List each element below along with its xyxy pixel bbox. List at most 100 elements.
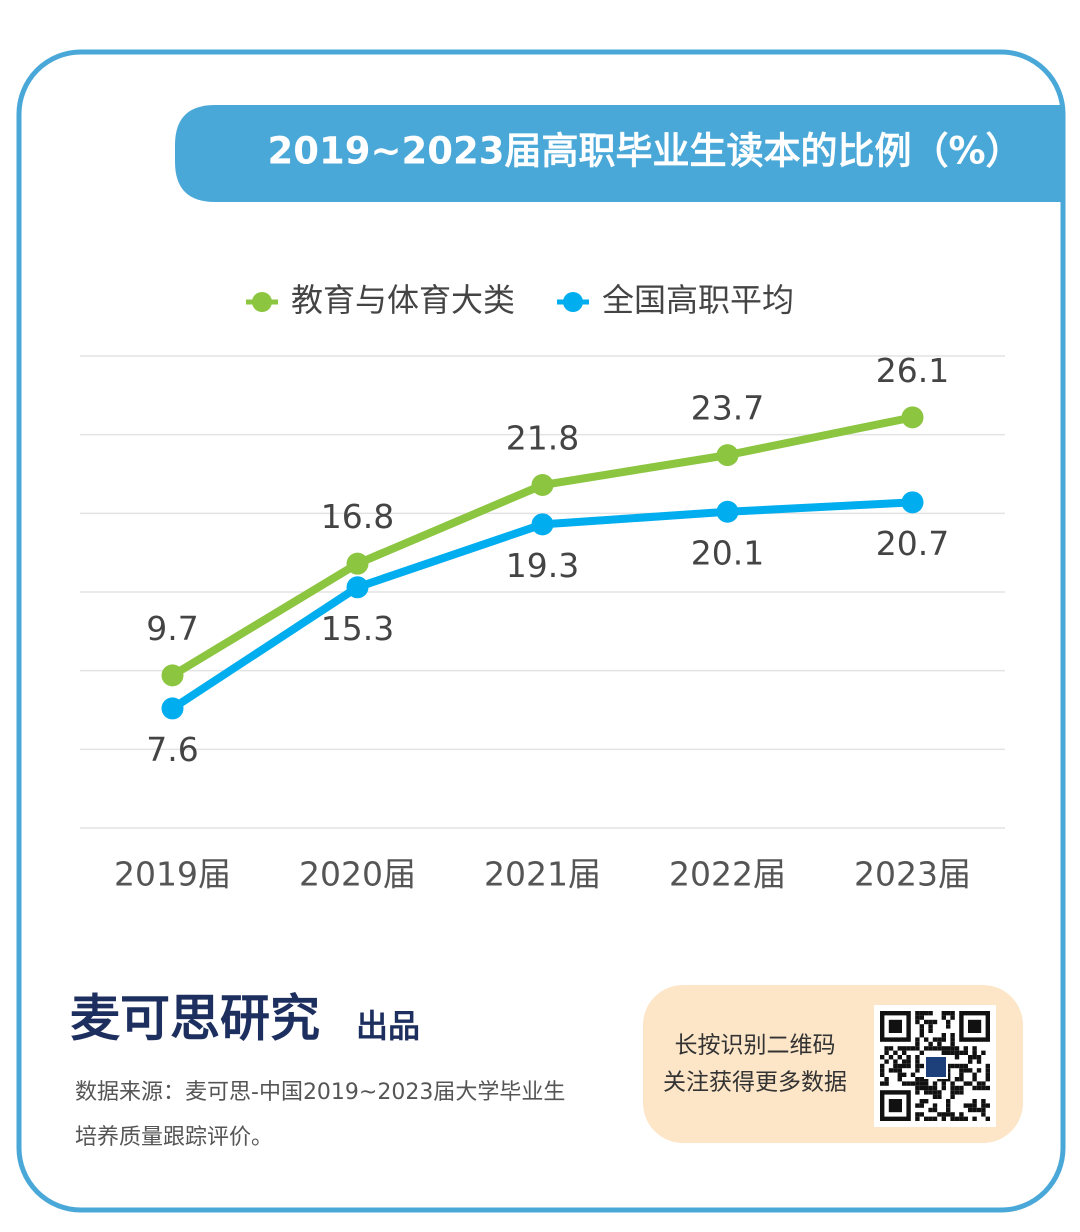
qr-finder bbox=[888, 1019, 902, 1033]
qr-cell bbox=[972, 1103, 977, 1108]
qr-cell bbox=[919, 1077, 924, 1082]
qr-cell bbox=[954, 1077, 960, 1082]
qr-cell bbox=[910, 1046, 916, 1051]
qr-cell bbox=[888, 1046, 894, 1051]
qr-cell bbox=[946, 1107, 951, 1113]
data-point bbox=[716, 444, 739, 467]
qr-cell bbox=[919, 1033, 924, 1038]
qr-cell bbox=[915, 1046, 920, 1051]
qr-cell bbox=[946, 1024, 951, 1029]
qr-cell bbox=[959, 1077, 964, 1082]
qr-pattern bbox=[880, 1011, 991, 1122]
qr-cell bbox=[950, 1116, 955, 1121]
qr-cell bbox=[932, 1081, 938, 1086]
qr-cell bbox=[924, 1081, 929, 1086]
data-label: 16.8 bbox=[321, 497, 394, 536]
qr-cell bbox=[959, 1112, 964, 1117]
qr-cell bbox=[902, 1059, 907, 1064]
qr-cell bbox=[976, 1055, 982, 1060]
qr-cell bbox=[941, 1077, 946, 1082]
qr-cell bbox=[963, 1068, 968, 1073]
qr-cell bbox=[937, 1041, 942, 1047]
qr-cell bbox=[968, 1081, 973, 1086]
qr-cell bbox=[946, 1011, 951, 1016]
qr-cell bbox=[915, 1103, 920, 1108]
qr-text: 长按识别二维码 bbox=[675, 1033, 836, 1059]
qr-cell bbox=[884, 1081, 889, 1086]
qr-cell bbox=[897, 1072, 902, 1077]
qr-cell bbox=[972, 1050, 977, 1055]
data-point bbox=[901, 406, 924, 429]
qr-cell bbox=[915, 1059, 920, 1064]
qr-cell bbox=[959, 1068, 964, 1073]
qr-cell bbox=[928, 1116, 933, 1121]
qr-cell bbox=[924, 1099, 929, 1104]
x-tick-label: 2019届 bbox=[114, 855, 231, 894]
qr-cell bbox=[924, 1011, 929, 1016]
qr-cell bbox=[976, 1085, 982, 1091]
qr-cell bbox=[906, 1059, 911, 1064]
qr-cell bbox=[928, 1024, 933, 1029]
qr-cell bbox=[950, 1033, 955, 1038]
qr-cell bbox=[893, 1068, 898, 1073]
qr-cell bbox=[932, 1037, 938, 1042]
qr-cell bbox=[928, 1041, 933, 1047]
qr-cell bbox=[963, 1081, 968, 1086]
qr-text: 关注获得更多数据 bbox=[663, 1070, 847, 1096]
qr-cell bbox=[932, 1085, 938, 1091]
qr-cell bbox=[902, 1046, 907, 1051]
qr-cell bbox=[950, 1081, 955, 1086]
legend-marker bbox=[563, 292, 583, 312]
qr-cell bbox=[919, 1099, 924, 1104]
qr-cell bbox=[932, 1094, 938, 1099]
qr-cell bbox=[941, 1046, 946, 1051]
source-note: 数据来源：麦可思-中国2019~2023届大学毕业生 bbox=[75, 1080, 565, 1105]
qr-cell bbox=[954, 1085, 960, 1091]
qr-cell bbox=[915, 1037, 920, 1042]
qr-cell bbox=[932, 1116, 938, 1121]
qr-cell bbox=[884, 1050, 889, 1055]
qr-cell bbox=[941, 1037, 946, 1042]
qr-cell bbox=[906, 1046, 911, 1051]
qr-cell bbox=[924, 1085, 929, 1091]
qr-cell bbox=[954, 1063, 960, 1069]
qr-cell bbox=[950, 1011, 955, 1016]
legend-marker bbox=[252, 292, 272, 312]
qr-cell bbox=[924, 1046, 929, 1051]
qr-cell bbox=[946, 1019, 951, 1025]
qr-cell bbox=[946, 1068, 951, 1073]
qr-cell bbox=[972, 1046, 977, 1051]
qr-cell bbox=[924, 1019, 929, 1025]
data-label: 19.3 bbox=[506, 546, 579, 585]
qr-cell bbox=[954, 1055, 960, 1060]
qr-cell bbox=[941, 1050, 946, 1055]
qr-cell bbox=[972, 1099, 977, 1104]
qr-cell bbox=[959, 1063, 964, 1069]
qr-cell bbox=[910, 1072, 916, 1077]
qr-cell bbox=[880, 1072, 885, 1077]
qr-cell bbox=[972, 1107, 977, 1113]
qr-cell bbox=[928, 1046, 933, 1051]
qr-cell bbox=[985, 1077, 990, 1082]
qr-cell bbox=[919, 1024, 924, 1029]
data-label: 20.1 bbox=[691, 533, 764, 572]
data-point bbox=[161, 697, 184, 720]
qr-cell bbox=[959, 1072, 964, 1077]
qr-cell bbox=[968, 1107, 973, 1113]
chart-title: 2019~2023届高职毕业生读本的比例（%） bbox=[267, 130, 1022, 173]
qr-cell bbox=[884, 1046, 889, 1051]
qr-cell bbox=[906, 1081, 911, 1086]
qr-cell bbox=[950, 1085, 955, 1091]
qr-cell bbox=[888, 1068, 894, 1073]
data-label: 7.6 bbox=[146, 730, 198, 769]
qr-cell bbox=[915, 1019, 920, 1025]
qr-cell bbox=[950, 1090, 955, 1095]
qr-cell bbox=[919, 1015, 924, 1020]
brand-suffix: 出品 bbox=[356, 1007, 420, 1045]
qr-cell bbox=[924, 1116, 929, 1121]
qr-cell bbox=[893, 1050, 898, 1055]
qr-cell bbox=[880, 1068, 885, 1073]
qr-finder bbox=[888, 1099, 902, 1113]
qr-cell bbox=[928, 1085, 933, 1091]
qr-cell bbox=[968, 1103, 973, 1108]
